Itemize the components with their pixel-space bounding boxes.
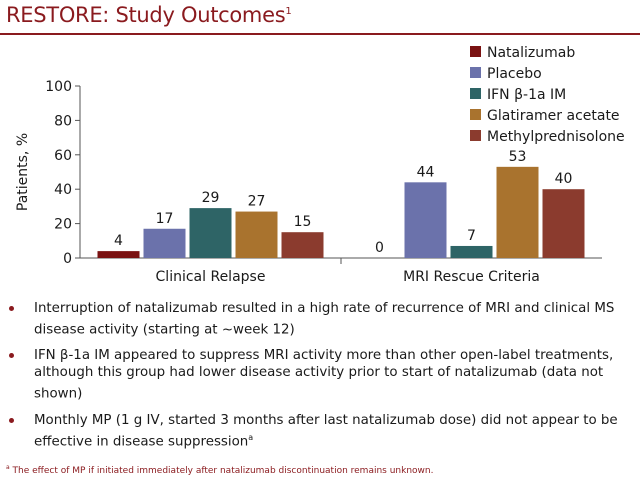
page-title: RESTORE: Study Outcomes1	[6, 3, 292, 27]
legend-label: Natalizumab	[487, 45, 575, 61]
footnote-marker: a	[6, 464, 10, 471]
legend-swatch	[470, 67, 481, 78]
bar-value-label: 29	[202, 190, 220, 206]
y-tick-label: 40	[54, 182, 72, 198]
y-tick-label: 0	[63, 251, 72, 267]
bar-value-label: 7	[467, 228, 476, 244]
bar	[542, 189, 585, 258]
bullet-dot	[9, 306, 14, 311]
bullet-dot	[9, 417, 14, 423]
bar-value-label: 15	[294, 214, 312, 230]
bullet-text: Interruption of natalizumab resulted in …	[34, 301, 615, 338]
y-tick-label: 20	[54, 217, 72, 233]
bullet-text: Monthly MP (1 g IV, started 3 months aft…	[34, 412, 618, 450]
bullet-item: IFN β-1a IM appeared to suppress MRI act…	[6, 347, 636, 402]
legend-label: IFN β-1a IM	[487, 87, 566, 103]
outcomes-bar-chart: 0 20 40 60 80 100 Patients, % 4 17 29 27 15 Clinical…	[15, 45, 625, 285]
bar	[496, 166, 539, 258]
bullet-text: IFN β-1a IM appeared to suppress MRI act…	[34, 348, 614, 402]
bullet-item: Interruption of natalizumab resulted in …	[6, 300, 636, 338]
bullet-item: Monthly MP (1 g IV, started 3 months aft…	[6, 412, 636, 450]
bar-value-label: 27	[248, 194, 266, 210]
y-tick-label: 100	[45, 79, 72, 95]
bullet-sup: a	[248, 432, 254, 442]
legend-label: Methylprednisolone	[487, 129, 625, 145]
footnote: a The effect of MP if initiated immediat…	[6, 464, 433, 476]
legend-swatch	[470, 130, 481, 141]
bar	[143, 228, 186, 258]
bar	[281, 232, 324, 258]
bar-value-label: 40	[555, 171, 573, 187]
title-rule	[0, 33, 640, 35]
bar-value-label: 4	[114, 233, 123, 249]
bar	[189, 208, 232, 258]
bar-value-label: 44	[417, 164, 435, 180]
bar	[235, 211, 278, 258]
bullet-list: Interruption of natalizumab resulted in …	[6, 300, 636, 459]
y-tick-label: 80	[54, 113, 72, 129]
bar	[97, 251, 140, 258]
x-category-label: Clinical Relapse	[156, 269, 266, 285]
title-text: RESTORE: Study Outcomes	[6, 3, 286, 27]
bar	[450, 245, 493, 258]
bar-value-label: 53	[509, 149, 527, 165]
legend-swatch	[470, 109, 481, 120]
legend-label: Placebo	[487, 66, 542, 82]
bar	[404, 182, 447, 258]
title-superscript: 1	[285, 6, 292, 17]
bar-value-label: 17	[156, 211, 174, 227]
y-axis-label: Patients, %	[15, 133, 31, 211]
legend-label: Glatiramer acetate	[487, 108, 620, 124]
bar-value-label: 0	[375, 240, 384, 256]
legend-swatch	[470, 88, 481, 99]
x-category-label: MRI Rescue Criteria	[403, 269, 540, 285]
legend-swatch	[470, 46, 481, 57]
bullet-dot	[9, 353, 14, 359]
footnote-text: The effect of MP if initiated immediatel…	[9, 466, 434, 476]
y-tick-label: 60	[54, 148, 72, 164]
